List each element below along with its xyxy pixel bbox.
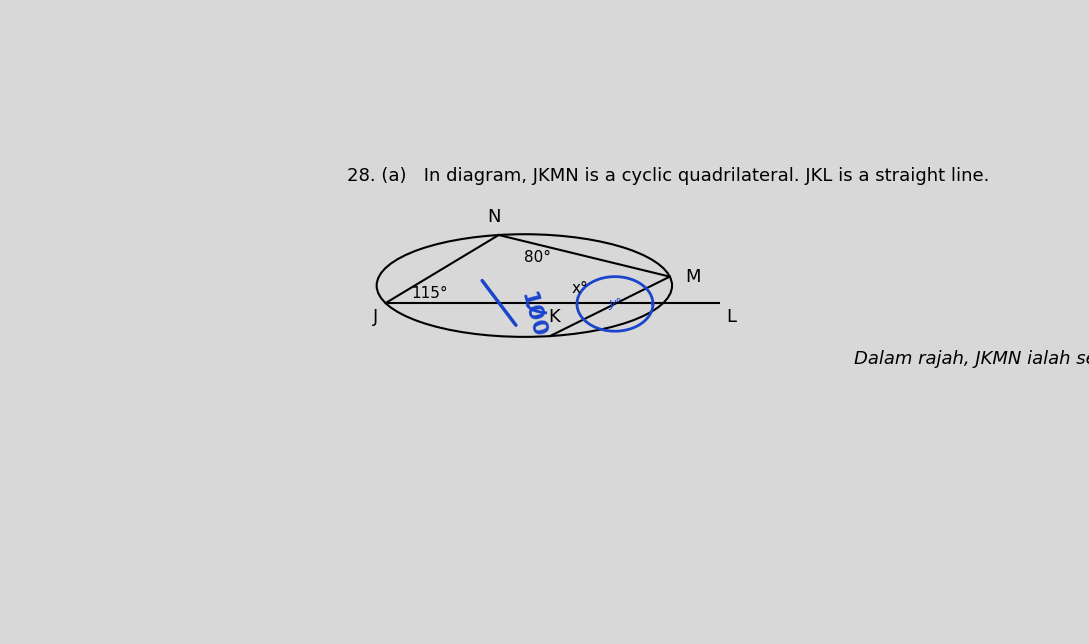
Text: y°: y° xyxy=(608,298,622,310)
Text: 115°: 115° xyxy=(411,286,448,301)
Text: M: M xyxy=(685,268,700,286)
Text: 100: 100 xyxy=(517,290,549,341)
Text: N: N xyxy=(488,208,501,226)
Text: J: J xyxy=(372,308,378,326)
Text: 28. (a)   In diagram, JKMN is a cyclic quadrilateral. JKL is a straight line.: 28. (a) In diagram, JKMN is a cyclic qua… xyxy=(347,167,990,185)
Text: x°: x° xyxy=(571,281,588,296)
Text: L: L xyxy=(726,308,736,326)
Text: Dalam rajah, JKMN ialah sebuah sisi empat kitaran. JKL ialah garis lurus.: Dalam rajah, JKMN ialah sebuah sisi empa… xyxy=(854,350,1089,368)
Text: 80°: 80° xyxy=(524,250,551,265)
Text: K: K xyxy=(549,308,560,326)
